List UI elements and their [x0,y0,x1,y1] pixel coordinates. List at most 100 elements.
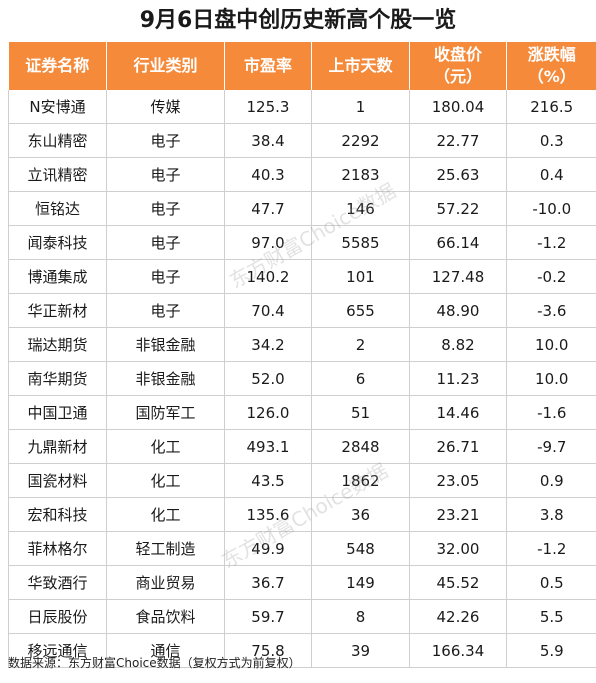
cell-security-name: 恒铭达 [8,191,107,226]
cell-listed-days: 39 [311,633,410,668]
cell-industry: 电子 [106,293,225,328]
cell-listed-days: 2848 [311,429,410,464]
cell-pe-ratio: 36.7 [224,565,312,600]
cell-industry: 传媒 [106,90,225,124]
cell-industry: 电子 [106,225,225,260]
table-row: 瑞达期货 非银金融 34.2 2 8.82 10.0 [8,327,596,362]
cell-close-price: 166.34 [409,633,507,668]
cell-industry: 商业贸易 [106,565,225,600]
header-security-name: 证券名称 [8,42,107,90]
cell-security-name: 博通集成 [8,259,107,294]
cell-change-pct: 0.3 [506,123,596,158]
stock-table: 证券名称 行业类别 市盈率 上市天数 收盘价 （元） 涨跌幅 （%） N安博通 传媒 1… [8,42,596,668]
cell-industry: 通信 [106,633,225,668]
cell-close-price: 66.14 [409,225,507,260]
cell-pe-ratio: 52.0 [224,361,312,396]
cell-change-pct: 0.5 [506,565,596,600]
table-row: 中国卫通 国防军工 126.0 51 14.46 -1.6 [8,395,596,430]
cell-industry: 化工 [106,429,225,464]
cell-pe-ratio: 493.1 [224,429,312,464]
cell-close-price: 26.71 [409,429,507,464]
cell-close-price: 57.22 [409,191,507,226]
cell-close-price: 32.00 [409,531,507,566]
cell-pe-ratio: 43.5 [224,463,312,498]
cell-pe-ratio: 97.0 [224,225,312,260]
cell-security-name: 九鼎新材 [8,429,107,464]
cell-listed-days: 36 [311,497,410,532]
cell-pe-ratio: 125.3 [224,90,312,124]
cell-listed-days: 548 [311,531,410,566]
cell-listed-days: 1 [311,90,410,124]
cell-listed-days: 8 [311,599,410,634]
cell-change-pct: 216.5 [506,90,596,124]
cell-security-name: 日辰股份 [8,599,107,634]
cell-pe-ratio: 126.0 [224,395,312,430]
header-pe-ratio: 市盈率 [224,42,312,90]
table-row: N安博通 传媒 125.3 1 180.04 216.5 [8,90,596,124]
cell-industry: 电子 [106,123,225,158]
cell-industry: 电子 [106,191,225,226]
cell-security-name: N安博通 [8,90,107,124]
cell-security-name: 中国卫通 [8,395,107,430]
cell-change-pct: -10.0 [506,191,596,226]
cell-change-pct: 5.5 [506,599,596,634]
cell-listed-days: 101 [311,259,410,294]
cell-security-name: 瑞达期货 [8,327,107,362]
cell-industry: 食品饮料 [106,599,225,634]
cell-pe-ratio: 70.4 [224,293,312,328]
cell-industry: 电子 [106,157,225,192]
cell-close-price: 8.82 [409,327,507,362]
data-source-note: 数据来源：东方财富Choice数据（复权方式为前复权） [8,656,301,670]
cell-industry: 化工 [106,463,225,498]
cell-change-pct: 3.8 [506,497,596,532]
cell-pe-ratio: 135.6 [224,497,312,532]
page-title: 9月6日盘中创历史新高个股一览 [139,8,457,33]
table-row: 东山精密 电子 38.4 2292 22.77 0.3 [8,123,596,158]
table-row: 国瓷材料 化工 43.5 1862 23.05 0.9 [8,463,596,498]
cell-security-name: 东山精密 [8,123,107,158]
cell-listed-days: 1862 [311,463,410,498]
header-change-pct: 涨跌幅 （%） [506,42,596,90]
cell-pe-ratio: 38.4 [224,123,312,158]
table-header-row: 证券名称 行业类别 市盈率 上市天数 收盘价 （元） 涨跌幅 （%） [8,42,596,90]
cell-change-pct: -1.2 [506,531,596,566]
header-industry: 行业类别 [106,42,225,90]
cell-change-pct: 10.0 [506,361,596,396]
cell-security-name: 华正新材 [8,293,107,328]
table-row: 移远通信 通信 75.8 39 166.34 5.9 [8,633,596,668]
table-row: 立讯精密 电子 40.3 2183 25.63 0.4 [8,157,596,192]
cell-security-name: 宏和科技 [8,497,107,532]
cell-industry: 非银金融 [106,361,225,396]
cell-security-name: 移远通信 [8,633,107,668]
cell-close-price: 48.90 [409,293,507,328]
cell-close-price: 180.04 [409,90,507,124]
cell-close-price: 23.21 [409,497,507,532]
cell-pe-ratio: 75.8 [224,633,312,668]
cell-change-pct: -9.7 [506,429,596,464]
cell-close-price: 25.63 [409,157,507,192]
cell-change-pct: -1.2 [506,225,596,260]
cell-close-price: 11.23 [409,361,507,396]
cell-change-pct: -3.6 [506,293,596,328]
cell-security-name: 华致酒行 [8,565,107,600]
table-row: 菲林格尔 轻工制造 49.9 548 32.00 -1.2 [8,531,596,566]
cell-listed-days: 146 [311,191,410,226]
cell-close-price: 14.46 [409,395,507,430]
cell-close-price: 23.05 [409,463,507,498]
cell-pe-ratio: 47.7 [224,191,312,226]
header-listed-days: 上市天数 [311,42,410,90]
cell-listed-days: 2292 [311,123,410,158]
cell-listed-days: 655 [311,293,410,328]
cell-change-pct: 5.9 [506,633,596,668]
cell-close-price: 127.48 [409,259,507,294]
cell-change-pct: 0.4 [506,157,596,192]
cell-close-price: 42.26 [409,599,507,634]
cell-security-name: 菲林格尔 [8,531,107,566]
table-row: 恒铭达 电子 47.7 146 57.22 -10.0 [8,191,596,226]
cell-listed-days: 2183 [311,157,410,192]
table-row: 南华期货 非银金融 52.0 6 11.23 10.0 [8,361,596,396]
cell-change-pct: -0.2 [506,259,596,294]
table-row: 华正新材 电子 70.4 655 48.90 -3.6 [8,293,596,328]
cell-pe-ratio: 34.2 [224,327,312,362]
cell-security-name: 国瓷材料 [8,463,107,498]
